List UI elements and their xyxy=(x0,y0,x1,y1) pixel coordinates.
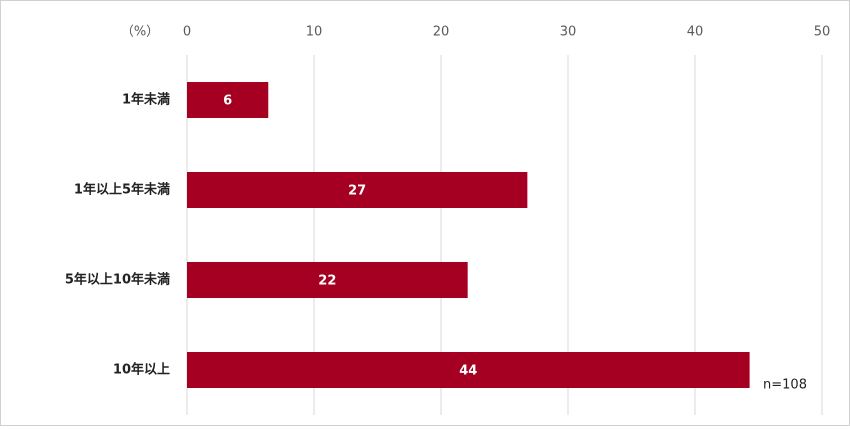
bar xyxy=(187,82,269,118)
value-label: 22 xyxy=(318,274,336,289)
category-label: 1年以上5年未満 xyxy=(74,182,170,198)
x-tick-label: 10 xyxy=(306,25,323,40)
category-label: 5年以上10年未満 xyxy=(65,272,170,288)
bar xyxy=(187,352,750,388)
value-label: 6 xyxy=(223,94,232,109)
x-tick-label: 40 xyxy=(687,25,704,40)
bar xyxy=(187,262,468,298)
category-label: 1年未満 xyxy=(122,92,170,108)
x-tick-label: 30 xyxy=(560,25,577,40)
bar xyxy=(187,172,528,208)
annotation: n=108 xyxy=(763,378,807,393)
value-label: 27 xyxy=(348,184,366,199)
x-tick-label: 0 xyxy=(183,25,191,40)
unit-label: （%） xyxy=(121,25,159,40)
x-tick-label: 20 xyxy=(433,25,450,40)
x-tick-label: 50 xyxy=(814,25,831,40)
category-label: 10年以上 xyxy=(113,362,170,378)
value-label: 44 xyxy=(459,364,477,379)
